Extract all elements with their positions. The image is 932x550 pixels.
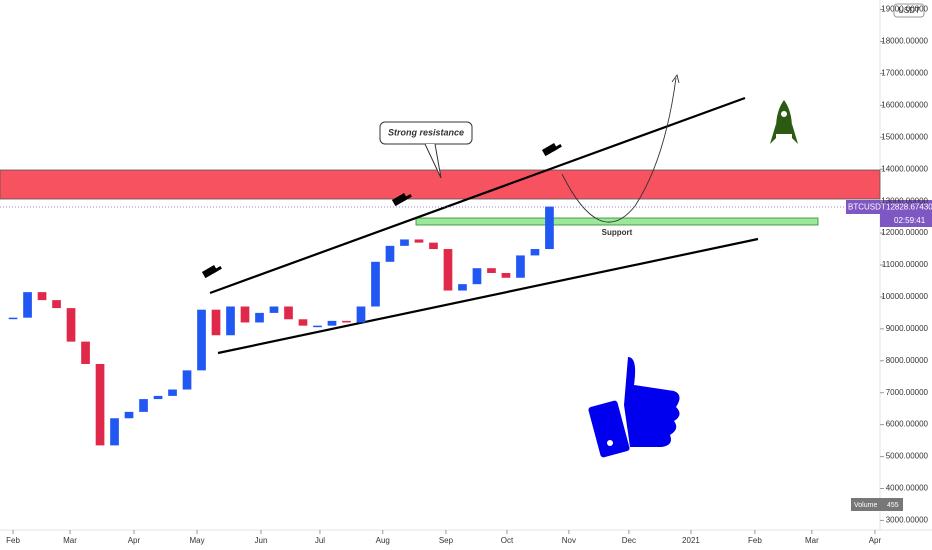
support-zone <box>415 217 819 226</box>
candle <box>139 399 148 412</box>
y-tick-label: 17000.00000 <box>881 69 928 78</box>
gavel-icons <box>201 143 562 279</box>
candle <box>458 284 467 291</box>
candle <box>385 245 395 262</box>
projection-arrow <box>561 77 677 223</box>
y-tick-label: 16000.00000 <box>881 100 928 109</box>
candle <box>153 395 163 400</box>
y-tick-label: 12000.00000 <box>881 228 928 237</box>
countdown-tag <box>880 214 932 227</box>
y-tick-label: 19000.00000 <box>881 5 928 14</box>
candle <box>443 249 453 291</box>
candle <box>356 306 366 323</box>
candle <box>23 292 32 318</box>
price-tag <box>846 200 932 214</box>
y-tick-label: 11000.00000 <box>882 260 929 269</box>
candle <box>487 268 496 273</box>
symbol-label: BTCUSDT <box>848 203 886 212</box>
candle <box>182 370 192 390</box>
y-tick-label: 3000.00000 <box>886 516 929 525</box>
candle <box>240 306 250 323</box>
currency-badge <box>893 3 925 18</box>
candle <box>110 418 119 446</box>
x-tick-label: Mar <box>63 536 77 545</box>
candle <box>501 272 511 278</box>
candle <box>269 306 279 313</box>
y-tick-label: 13000.00000 <box>881 196 928 205</box>
candle <box>52 300 61 309</box>
y-tick-label: 8000.00000 <box>886 356 929 365</box>
y-tick-label: 7000.00000 <box>886 388 929 397</box>
y-tick-label: 15000.00000 <box>881 132 928 141</box>
candle <box>8 317 18 320</box>
y-tick-label: 10000.00000 <box>881 292 928 301</box>
lower-trendline <box>217 237 759 355</box>
upper-trendline <box>209 96 746 295</box>
x-tick-label: Feb <box>748 536 762 545</box>
candle <box>429 242 438 250</box>
arrow-head <box>671 73 680 84</box>
y-tick-label: 9000.00000 <box>886 324 929 333</box>
candle <box>327 320 337 326</box>
countdown-label: 02:59:41 <box>894 216 926 225</box>
gavel <box>541 143 562 157</box>
x-tick-label: Sep <box>439 536 454 545</box>
volume-label: Volume <box>854 502 877 509</box>
candle <box>414 239 424 243</box>
candle <box>545 206 554 250</box>
x-tick-label: Jul <box>315 536 325 545</box>
volume-value-tag <box>877 498 903 511</box>
x-tick-label: Mar <box>805 536 819 545</box>
currency-label: USDT <box>898 6 920 15</box>
y-tick-label: 4000.00000 <box>886 484 929 493</box>
candle <box>197 309 206 371</box>
rocket-icon <box>770 100 798 144</box>
callout-text: Strong resistance <box>388 127 464 137</box>
candle <box>37 292 47 301</box>
gavel <box>201 265 222 279</box>
volume-tag <box>851 498 877 511</box>
x-tick-label: Oct <box>501 536 514 545</box>
candle <box>284 306 293 320</box>
y-tick-label: 14000.00000 <box>881 164 928 173</box>
candle <box>255 312 264 323</box>
candle <box>516 255 525 278</box>
y-tick-label: 18000.00000 <box>881 37 928 46</box>
x-tick-label: Apr <box>869 536 882 545</box>
candle <box>371 261 380 307</box>
candle <box>168 389 177 396</box>
candle <box>400 239 409 246</box>
candle <box>530 249 540 256</box>
candle <box>95 363 105 446</box>
x-tick-label: Dec <box>622 536 636 545</box>
x-tick-label: Jun <box>255 536 268 545</box>
x-tick-label: 2021 <box>682 536 700 545</box>
support-label: Support <box>602 228 633 237</box>
thumbs-up-icon <box>588 357 680 458</box>
last-price-label: 12828.67430 <box>886 203 932 212</box>
callout-pointer <box>424 143 442 179</box>
candle <box>124 411 134 419</box>
x-tick-label: Nov <box>562 536 576 545</box>
candle <box>298 319 308 326</box>
candle <box>226 306 235 336</box>
callout: Strong resistance <box>379 121 473 179</box>
candle <box>342 320 351 323</box>
x-tick-label: Apr <box>128 536 141 545</box>
gavel <box>391 193 412 207</box>
candle <box>81 341 90 364</box>
x-tick-label: May <box>189 536 204 545</box>
candle <box>211 309 221 336</box>
volume-value: 455 <box>887 502 899 509</box>
y-tick-label: 6000.00000 <box>886 420 929 429</box>
candle <box>66 308 76 342</box>
y-tick-label: 5000.00000 <box>886 452 929 461</box>
x-tick-label: Feb <box>6 536 20 545</box>
x-tick-label: Aug <box>376 536 390 545</box>
candle <box>313 325 322 328</box>
candle <box>472 268 482 285</box>
